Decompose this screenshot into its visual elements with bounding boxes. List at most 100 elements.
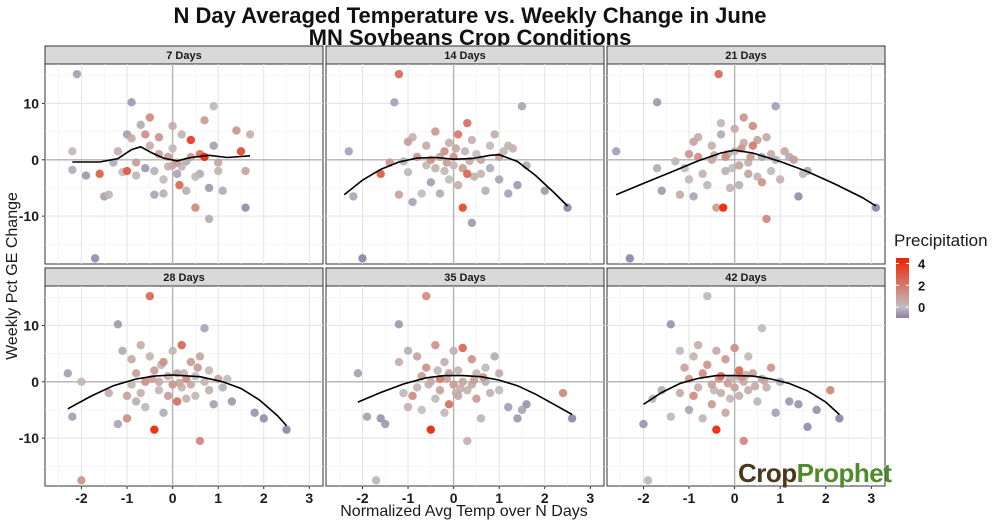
data-point: [412, 383, 422, 392]
data-point: [517, 405, 527, 415]
legend: Precipitation 0 2 4: [894, 231, 988, 318]
data-point: [467, 355, 477, 364]
data-point: [259, 414, 268, 423]
data-point: [803, 422, 812, 432]
data-point: [118, 346, 127, 355]
data-point: [746, 152, 755, 162]
data-point: [721, 166, 730, 176]
x-tick-label: 2: [541, 490, 549, 506]
data-point: [485, 141, 495, 150]
data-point: [762, 214, 771, 224]
data-point: [186, 357, 196, 367]
data-point: [558, 388, 568, 398]
data-point: [426, 377, 436, 386]
data-point: [209, 400, 218, 409]
data-point: [707, 380, 717, 389]
data-point: [353, 369, 363, 378]
data-point: [444, 175, 454, 184]
data-point: [707, 141, 717, 150]
data-point: [403, 167, 413, 177]
facet-label: 35 Days: [444, 272, 486, 284]
x-tick-label: 2: [260, 490, 268, 506]
data-point: [241, 203, 250, 212]
facet-label: 14 Days: [444, 50, 486, 62]
data-point: [245, 130, 255, 139]
data-point: [193, 363, 202, 372]
data-point: [766, 149, 776, 159]
data-point: [689, 391, 698, 401]
data-point: [684, 405, 694, 415]
cropprophet-logo: CropProphet: [738, 458, 892, 489]
data-point: [77, 476, 86, 485]
data-point: [643, 476, 653, 485]
data-point: [739, 113, 748, 122]
data-point: [440, 166, 449, 176]
data-point: [141, 130, 150, 139]
facet-panel-42-days: 42 Days -2 -1 0 1 2 3: [606, 267, 886, 506]
data-point: [725, 394, 735, 403]
data-point: [403, 346, 413, 355]
data-point: [376, 169, 385, 179]
data-point: [435, 386, 445, 395]
data-point: [182, 394, 191, 403]
data-point: [200, 116, 209, 125]
data-point: [730, 383, 739, 392]
data-point: [68, 412, 77, 421]
trend-line: [67, 374, 288, 427]
data-point: [444, 138, 454, 148]
trend-line: [615, 149, 877, 207]
trend-line: [343, 153, 569, 207]
facet-panel-14-days: 14 Days: [325, 45, 605, 265]
data-point: [812, 405, 821, 415]
data-point: [127, 380, 136, 389]
data-point: [403, 402, 413, 412]
data-point: [131, 397, 141, 406]
data-point: [748, 121, 758, 131]
data-point: [200, 324, 209, 333]
data-point: [734, 161, 744, 170]
data-point: [798, 169, 808, 179]
facet-label: 42 Days: [725, 272, 767, 284]
data-point: [141, 377, 150, 386]
data-point: [789, 155, 799, 164]
data-point: [168, 144, 177, 153]
data-point: [417, 189, 426, 198]
data-point: [168, 346, 177, 355]
data-point: [282, 425, 291, 434]
data-point: [472, 369, 481, 378]
data-point: [744, 386, 753, 395]
data-point: [611, 147, 621, 156]
data-point: [734, 180, 744, 190]
data-point: [394, 357, 404, 367]
data-point: [344, 147, 353, 156]
data-point: [154, 377, 164, 386]
data-point: [794, 400, 803, 409]
x-tick-label: 1: [495, 490, 503, 506]
data-point: [508, 144, 518, 153]
data-point: [671, 157, 680, 166]
data-point: [721, 355, 730, 364]
x-tick-label: 3: [586, 490, 594, 506]
data-point: [141, 164, 150, 173]
data-point: [714, 69, 723, 79]
data-point: [95, 169, 104, 179]
data-point: [748, 141, 758, 150]
data-point: [689, 352, 698, 361]
data-point: [163, 391, 173, 401]
y-tick-label: 0: [31, 152, 39, 168]
data-point: [723, 379, 732, 388]
y-tick-label: -10: [19, 208, 39, 224]
data-point: [460, 147, 470, 156]
data-point: [652, 98, 662, 107]
data-point: [141, 402, 150, 412]
logo-part-prophet: Prophet: [796, 458, 892, 488]
data-point: [209, 102, 218, 111]
data-point: [835, 414, 844, 423]
data-point: [513, 180, 522, 190]
data-point: [766, 166, 776, 176]
data-point: [241, 166, 250, 176]
data-point: [195, 352, 205, 361]
data-point: [408, 391, 417, 401]
x-tick-label: 2: [822, 490, 830, 506]
